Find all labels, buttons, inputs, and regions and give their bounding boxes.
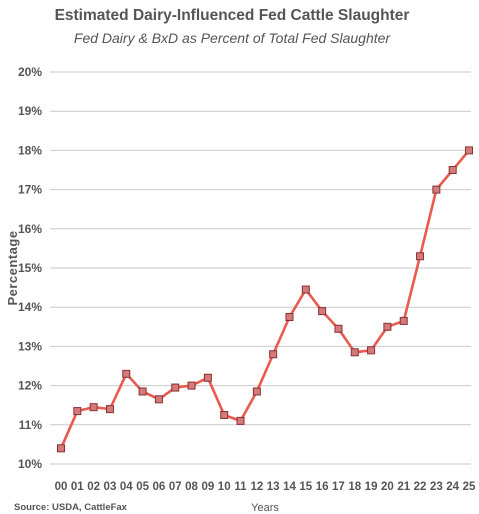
y-tick-label: 12% bbox=[18, 379, 42, 393]
x-tick-label: 04 bbox=[120, 481, 133, 493]
data-point bbox=[448, 166, 457, 174]
x-tick-label: 12 bbox=[250, 481, 263, 493]
x-tick-label: 11 bbox=[234, 481, 247, 493]
y-tick-label: 14% bbox=[18, 300, 42, 314]
data-point bbox=[252, 387, 261, 396]
x-tick-label: 09 bbox=[201, 481, 214, 493]
x-axis-label: Years bbox=[251, 502, 279, 514]
data-point bbox=[236, 416, 245, 425]
y-tick-label: 13% bbox=[18, 339, 42, 353]
data-point bbox=[416, 252, 425, 261]
data-point bbox=[73, 407, 82, 416]
data-point bbox=[432, 185, 441, 194]
y-tick-label: 15% bbox=[18, 261, 42, 275]
data-point bbox=[187, 381, 196, 390]
x-tick-label: 23 bbox=[430, 481, 443, 493]
x-tick-label: 05 bbox=[136, 481, 149, 493]
y-tick-label: 17% bbox=[18, 183, 42, 197]
data-point bbox=[269, 350, 278, 359]
data-point bbox=[57, 444, 65, 453]
x-tick-label: 06 bbox=[153, 481, 166, 493]
x-tick-label: 22 bbox=[414, 481, 427, 493]
data-point bbox=[122, 369, 131, 378]
y-tick-label: 18% bbox=[18, 143, 42, 157]
x-tick-label: 14 bbox=[283, 481, 296, 493]
data-point bbox=[334, 324, 343, 333]
x-tick-label: 08 bbox=[185, 481, 198, 493]
data-point bbox=[318, 307, 327, 316]
data-point bbox=[154, 395, 163, 404]
x-tick-label: 21 bbox=[397, 481, 410, 493]
y-tick-label: 16% bbox=[18, 222, 42, 236]
data-point bbox=[138, 387, 147, 396]
y-tick-label: 20% bbox=[18, 65, 42, 79]
chart-title: Estimated Dairy-Influenced Fed Cattle Sl… bbox=[55, 7, 410, 24]
x-tick-label: 13 bbox=[267, 481, 280, 493]
data-point bbox=[383, 322, 392, 331]
series-line bbox=[59, 149, 470, 449]
data-point bbox=[399, 316, 408, 325]
x-tick-label: 10 bbox=[218, 481, 231, 493]
data-point bbox=[367, 346, 376, 355]
data-point bbox=[220, 411, 229, 419]
data-point bbox=[465, 146, 473, 155]
x-tick-label: 16 bbox=[316, 481, 329, 493]
x-tick-label: 02 bbox=[87, 481, 100, 493]
x-tick-label: 15 bbox=[299, 481, 312, 493]
data-point bbox=[285, 313, 294, 321]
x-tick-label: 07 bbox=[169, 481, 182, 493]
y-tick-label: 10% bbox=[18, 457, 42, 471]
x-tick-label: 24 bbox=[446, 481, 459, 493]
y-axis-ticks: 10% 11% 12% 13% 14% 15% 16% 17% 18% 19% 20% bbox=[18, 65, 42, 471]
x-axis-ticks: 00 01 02 03 04 05 06 07 08 09 10 11 12 13 14 15 16 17 18 19… bbox=[55, 481, 476, 493]
x-tick-label: 20 bbox=[381, 481, 394, 493]
chart-subtitle: Fed Dairy & BxD as Percent of Total Fed … bbox=[74, 30, 392, 46]
source-note: Source: USDA, CattleFax bbox=[14, 502, 128, 513]
x-tick-label: 03 bbox=[104, 481, 117, 493]
series-layer bbox=[57, 146, 473, 453]
data-point bbox=[89, 403, 98, 412]
y-axis-label: Percentage bbox=[5, 230, 20, 305]
y-tick-label: 19% bbox=[18, 104, 42, 118]
data-point bbox=[203, 373, 212, 382]
x-tick-label: 17 bbox=[332, 481, 345, 493]
data-point bbox=[171, 383, 180, 392]
x-tick-label: 00 bbox=[55, 481, 68, 493]
x-tick-label: 19 bbox=[365, 481, 378, 493]
x-tick-label: 01 bbox=[71, 481, 84, 493]
data-point bbox=[301, 285, 310, 294]
data-point bbox=[350, 348, 359, 357]
data-point bbox=[105, 405, 114, 414]
y-tick-label: 11% bbox=[19, 418, 43, 432]
x-tick-label: 18 bbox=[348, 481, 361, 493]
x-tick-label: 25 bbox=[463, 481, 476, 493]
